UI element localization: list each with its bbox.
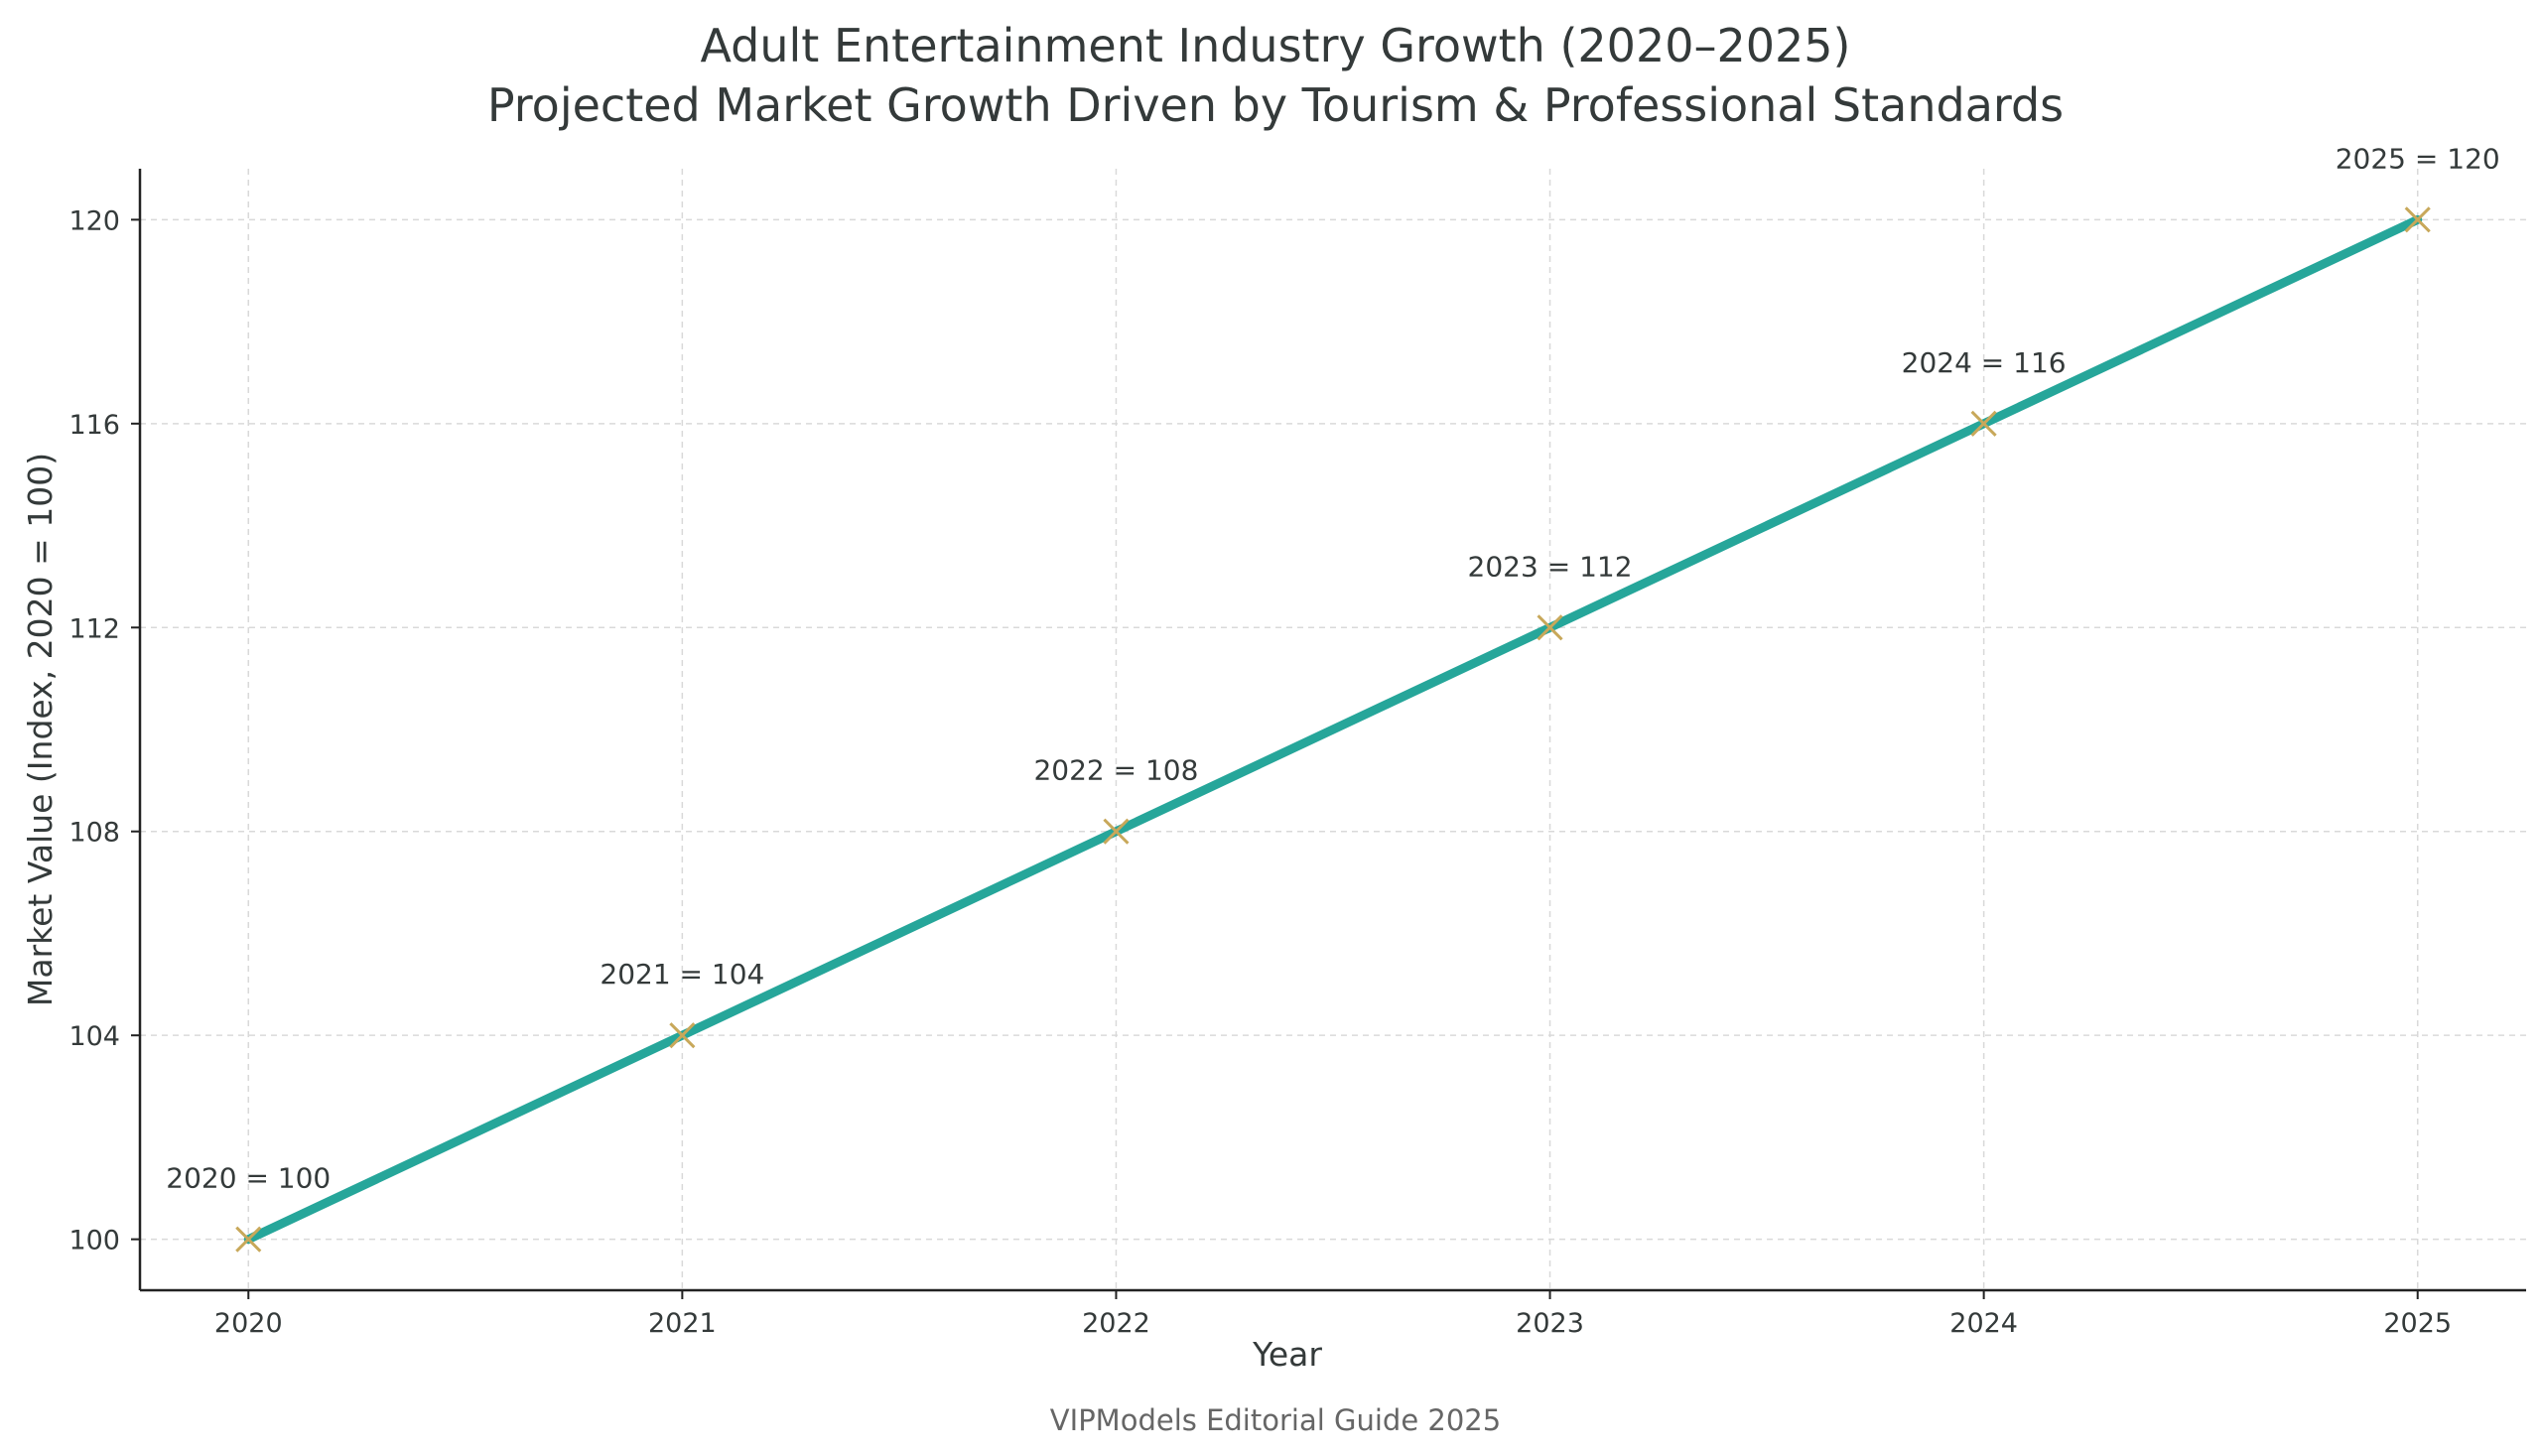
data-point-marker bbox=[2404, 206, 2431, 233]
y-tick-label: 100 bbox=[68, 1226, 120, 1257]
series-line bbox=[243, 214, 2423, 1245]
axes bbox=[131, 169, 2526, 1299]
footer-source: VIPModels Editorial Guide 2025 bbox=[1050, 1403, 1501, 1437]
data-point-marker bbox=[1537, 614, 1563, 641]
marker-stroke bbox=[1537, 614, 1563, 641]
data-label: 2025 = 120 bbox=[2336, 142, 2500, 175]
chart-title: Adult Entertainment Industry Growth (202… bbox=[701, 19, 1851, 72]
chart-subtitle: Projected Market Growth Driven by Touris… bbox=[487, 78, 2064, 132]
grid bbox=[140, 169, 2526, 1290]
data-labels: 2020 = 100 2021 = 104 2022 = 108 2023 = 112… bbox=[166, 142, 2499, 1194]
x-tick-label: 2023 bbox=[1516, 1308, 1584, 1339]
data-point-marker bbox=[669, 1022, 696, 1049]
marker-stroke bbox=[669, 1022, 696, 1049]
x-tick-label: 2021 bbox=[648, 1308, 717, 1339]
data-label: 2024 = 116 bbox=[1902, 346, 2067, 379]
data-label: 2022 = 108 bbox=[1033, 754, 1198, 787]
x-tick-label: 2020 bbox=[214, 1308, 283, 1339]
data-point-marker bbox=[1103, 818, 1130, 845]
x-axis-label: Year bbox=[1252, 1335, 1322, 1374]
marker-stroke bbox=[1970, 410, 1997, 437]
y-tick-label: 116 bbox=[68, 410, 120, 441]
x-tick-label: 2025 bbox=[2383, 1308, 2452, 1339]
y-tick-label: 104 bbox=[68, 1021, 120, 1052]
y-tick-label: 108 bbox=[68, 818, 120, 849]
y-tick-label: 120 bbox=[68, 205, 120, 236]
data-point-marker bbox=[1970, 410, 1997, 437]
tick-labels: 2020 2021 2022 2023 2024 2025 100 104 108 112 116 1… bbox=[68, 205, 2452, 1339]
x-tick-label: 2024 bbox=[1949, 1308, 2018, 1339]
data-label: 2020 = 100 bbox=[166, 1162, 331, 1195]
y-tick-label: 112 bbox=[68, 613, 120, 644]
marker-stroke bbox=[2404, 206, 2431, 233]
data-point-marker bbox=[235, 1226, 262, 1253]
marker-stroke bbox=[1103, 818, 1130, 845]
marker-stroke bbox=[235, 1226, 262, 1253]
series bbox=[235, 206, 2431, 1253]
data-label: 2021 = 104 bbox=[600, 958, 764, 991]
y-axis-label: Market Value (Index, 2020 = 100) bbox=[21, 453, 60, 1006]
x-tick-label: 2022 bbox=[1082, 1308, 1150, 1339]
data-label: 2023 = 112 bbox=[1468, 550, 1633, 583]
